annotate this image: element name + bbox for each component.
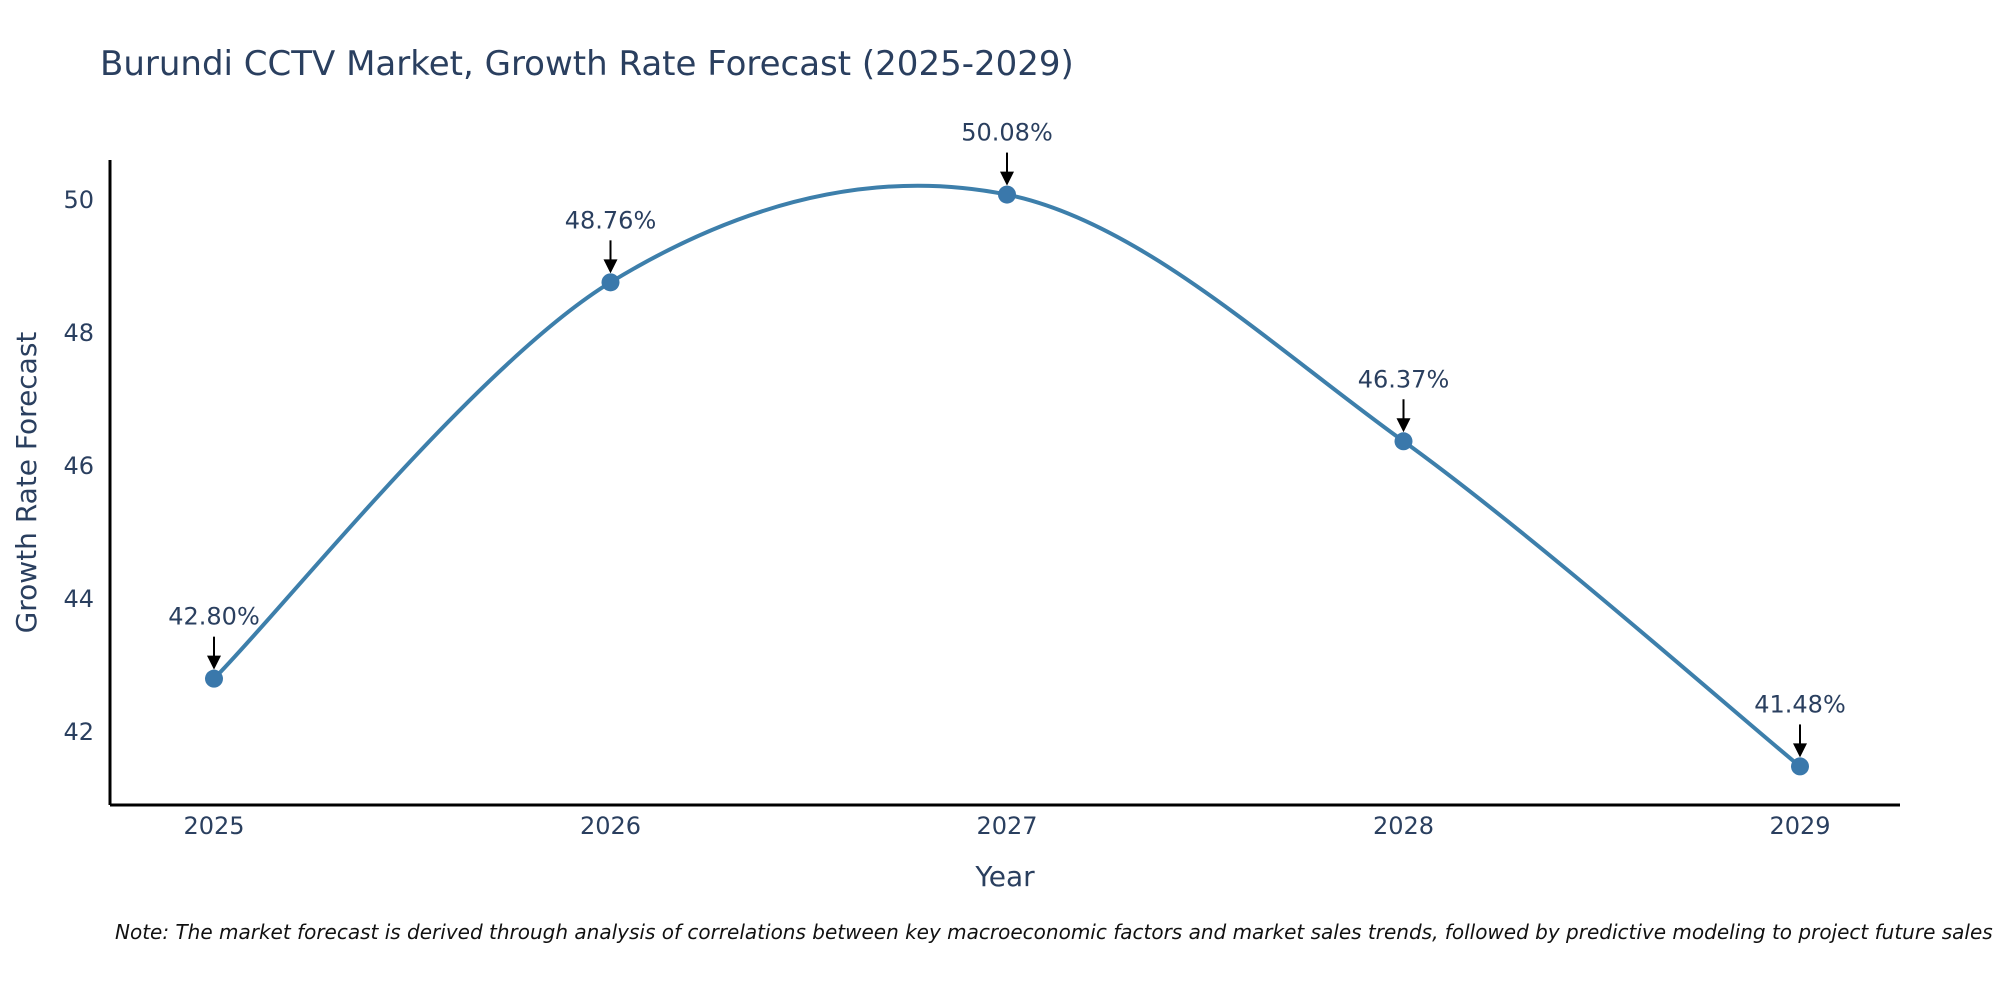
data-label: 42.80%	[168, 603, 260, 631]
data-label: 41.48%	[1754, 690, 1846, 718]
x-axis-title: Year	[974, 860, 1035, 893]
annotation-arrow-head	[1396, 418, 1411, 433]
data-label: 46.37%	[1358, 365, 1450, 393]
y-axis: 42 44 46 48 50	[63, 160, 112, 805]
footnote: Note: The market forecast is derived thr…	[115, 920, 1993, 944]
series-growth-rate	[212, 183, 1802, 768]
y-tick-label: 44	[63, 585, 94, 613]
data-point-marker	[1394, 432, 1413, 451]
chart-title: Burundi CCTV Market, Growth Rate Forecas…	[100, 44, 1074, 84]
data-point-marker	[601, 273, 620, 292]
x-tick-label: 2027	[976, 812, 1037, 840]
annotation-arrow-head	[603, 259, 618, 274]
annotation-arrow-head	[1000, 171, 1014, 186]
annotation-arrow-head	[1793, 743, 1807, 758]
data-annotations: 42.80% 48.76% 50.08% 46.37% 41.48%	[168, 119, 1846, 758]
annotation-arrow-head	[207, 655, 221, 670]
y-tick-label: 48	[63, 319, 94, 347]
data-point-marker	[205, 669, 223, 688]
x-tick-label: 2029	[1769, 812, 1830, 840]
y-tick-label: 42	[63, 718, 94, 746]
y-tick-label: 46	[63, 452, 94, 480]
x-tick-label: 2028	[1373, 812, 1434, 840]
series-line	[212, 183, 1802, 768]
y-tick-label: 50	[63, 186, 94, 214]
data-label: 50.08%	[961, 119, 1053, 147]
data-point-marker	[998, 185, 1016, 204]
y-axis-title: Growth Rate Forecast	[10, 332, 43, 634]
x-axis: 2025 2026 2027 2028 2029	[110, 803, 1900, 840]
x-tick-label: 2025	[183, 812, 244, 840]
data-markers	[205, 185, 1809, 776]
data-point-marker	[1791, 757, 1809, 776]
data-label: 48.76%	[565, 206, 657, 234]
x-tick-label: 2026	[580, 812, 641, 840]
